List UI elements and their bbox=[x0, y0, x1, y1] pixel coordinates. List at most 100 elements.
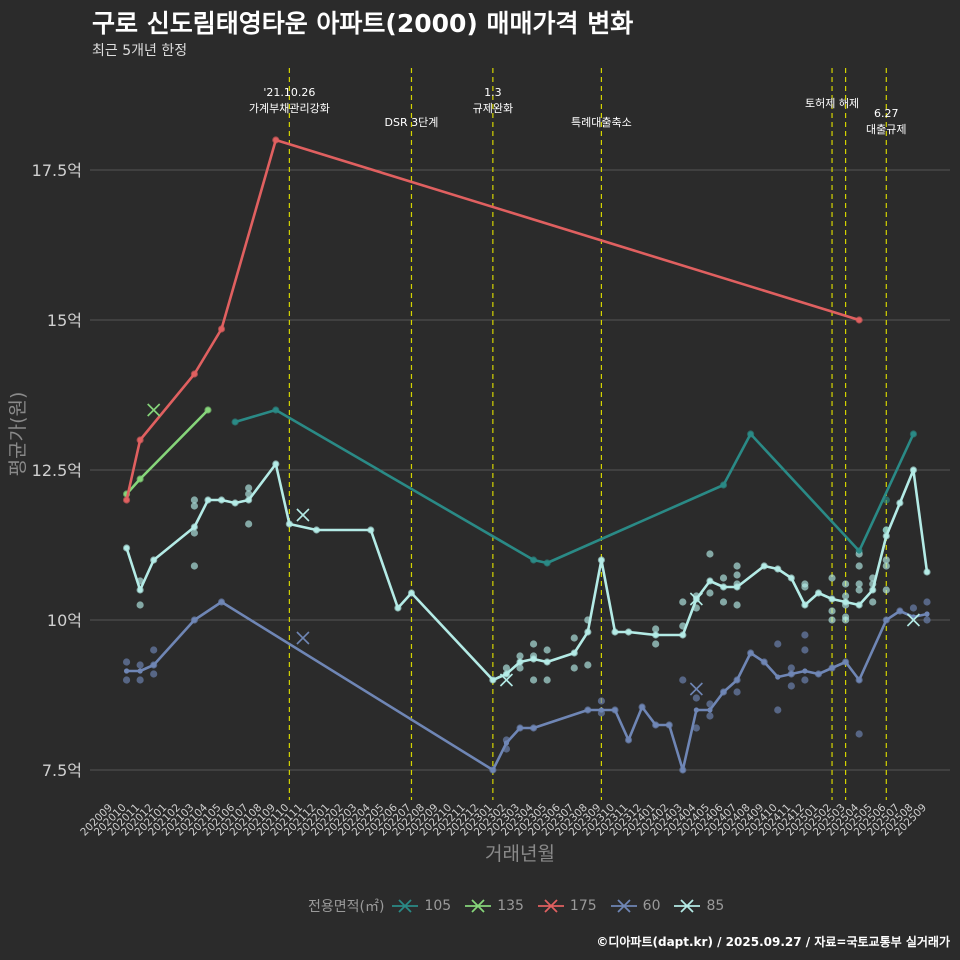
cancelled-marker-60 bbox=[689, 682, 703, 696]
series-vertex-85 bbox=[856, 602, 862, 608]
series-vertex-85 bbox=[395, 605, 401, 611]
y-tick-label: 17.5억 bbox=[32, 161, 82, 180]
data-point-60 bbox=[923, 598, 931, 606]
data-point-85 bbox=[733, 571, 741, 579]
series-vertex-85 bbox=[802, 602, 808, 608]
cancelled-layer bbox=[147, 403, 920, 696]
series-vertex-85 bbox=[286, 521, 292, 527]
legend-label: 105 bbox=[424, 898, 452, 914]
series-vertex-60 bbox=[829, 665, 835, 671]
series-vertex-85 bbox=[571, 650, 577, 656]
legend-label: 85 bbox=[706, 898, 725, 914]
series-vertex-60 bbox=[625, 737, 632, 743]
series-vertex-60 bbox=[530, 725, 537, 731]
data-point-85 bbox=[719, 574, 728, 582]
data-point-60 bbox=[150, 646, 158, 654]
series-vertex-60 bbox=[883, 617, 889, 623]
x-axis-title: 거래년월 bbox=[485, 843, 555, 865]
series-vertex-175 bbox=[856, 317, 862, 323]
cancelled-marker-60 bbox=[296, 631, 310, 645]
chart-subtitle: 최근 5개년 한정 bbox=[92, 43, 188, 59]
series-vertex-60 bbox=[815, 671, 822, 677]
series-vertex-60 bbox=[748, 650, 754, 656]
series-vertex-60 bbox=[653, 722, 659, 728]
data-point-85 bbox=[842, 616, 850, 624]
data-point-60 bbox=[787, 664, 795, 672]
data-point-85 bbox=[245, 520, 253, 528]
series-vertex-85 bbox=[788, 575, 794, 581]
data-point-85 bbox=[570, 634, 578, 642]
data-point-85 bbox=[190, 529, 198, 537]
series-vertex-85 bbox=[137, 587, 143, 593]
series-vertex-85 bbox=[368, 527, 374, 533]
y-tick-label: 12.5억 bbox=[32, 461, 82, 480]
series-vertex-60 bbox=[151, 662, 157, 668]
series-vertex-85 bbox=[829, 596, 835, 602]
series-vertex-85 bbox=[598, 557, 605, 563]
data-point-85 bbox=[570, 664, 578, 672]
data-point-85 bbox=[801, 580, 809, 588]
event-label: 1.3 bbox=[484, 86, 502, 99]
data-point-85 bbox=[516, 652, 524, 660]
series-vertex-85 bbox=[123, 545, 130, 551]
series-vertex-105 bbox=[232, 419, 238, 425]
y-tick-label: 15억 bbox=[47, 311, 82, 330]
chart-title: 구로 신도림태영타운 아파트(2000) 매매가격 변화 bbox=[92, 9, 634, 38]
series-vertex-85 bbox=[653, 632, 659, 638]
series-vertex-105 bbox=[544, 560, 550, 566]
data-point-60 bbox=[679, 676, 687, 684]
legend-label: 135 bbox=[497, 898, 524, 914]
data-point-85 bbox=[652, 640, 660, 648]
legend-swatch-icon bbox=[392, 899, 419, 913]
series-vertex-85 bbox=[815, 590, 822, 596]
series-vertex-85 bbox=[273, 461, 279, 467]
series-line-135 bbox=[125, 408, 210, 496]
series-vertex-85 bbox=[232, 500, 238, 506]
legend-item-85: 85 bbox=[674, 898, 724, 914]
series-vertex-175 bbox=[137, 437, 143, 443]
data-point-85 bbox=[706, 550, 714, 558]
data-point-60 bbox=[855, 730, 863, 738]
series-vertex-60 bbox=[517, 725, 523, 731]
series-vertex-60 bbox=[788, 671, 794, 677]
series-vertex-85 bbox=[612, 629, 618, 635]
series-vertex-175 bbox=[273, 137, 279, 143]
series-vertex-85 bbox=[408, 590, 415, 596]
data-point-85 bbox=[855, 586, 863, 594]
cancelled-marker-135 bbox=[147, 403, 161, 417]
series-vertex-85 bbox=[246, 497, 252, 503]
series-vertex-60 bbox=[612, 707, 618, 713]
data-point-85 bbox=[882, 556, 890, 564]
series-vertex-85 bbox=[313, 527, 320, 533]
series-vertex-85 bbox=[775, 566, 781, 572]
data-point-60 bbox=[733, 688, 741, 696]
data-point-85 bbox=[529, 676, 538, 684]
series-vertex-60 bbox=[490, 767, 496, 773]
legend-item-135: 135 bbox=[465, 898, 524, 914]
series-vertex-85 bbox=[585, 629, 591, 635]
data-point-85 bbox=[733, 562, 741, 570]
data-point-60 bbox=[706, 712, 714, 720]
series-vertex-85 bbox=[151, 557, 157, 563]
data-point-85 bbox=[652, 625, 660, 633]
event-label: 가계부채관리강화 bbox=[249, 102, 330, 115]
legend: 전용면적(㎡) 105 135 175 60 85 bbox=[308, 896, 738, 916]
data-point-85 bbox=[529, 640, 538, 648]
series-vertex-105 bbox=[720, 482, 727, 488]
legend-label: 60 bbox=[642, 898, 661, 914]
data-point-85 bbox=[882, 586, 890, 594]
series-vertex-85 bbox=[843, 599, 849, 605]
data-point-60 bbox=[136, 661, 144, 669]
series-vertex-60 bbox=[191, 617, 197, 623]
series-vertex-85 bbox=[707, 578, 713, 584]
data-point-85 bbox=[719, 598, 728, 606]
legend-swatch-icon bbox=[537, 899, 564, 913]
series-vertex-60 bbox=[123, 668, 130, 674]
data-point-85 bbox=[136, 601, 144, 609]
event-label: 특례대출축소 bbox=[571, 116, 632, 129]
data-point-85 bbox=[828, 574, 836, 582]
data-point-60 bbox=[774, 640, 782, 648]
series-vertex-60 bbox=[856, 677, 862, 683]
data-point-85 bbox=[733, 601, 741, 609]
y-tick-label: 7.5억 bbox=[42, 761, 82, 780]
